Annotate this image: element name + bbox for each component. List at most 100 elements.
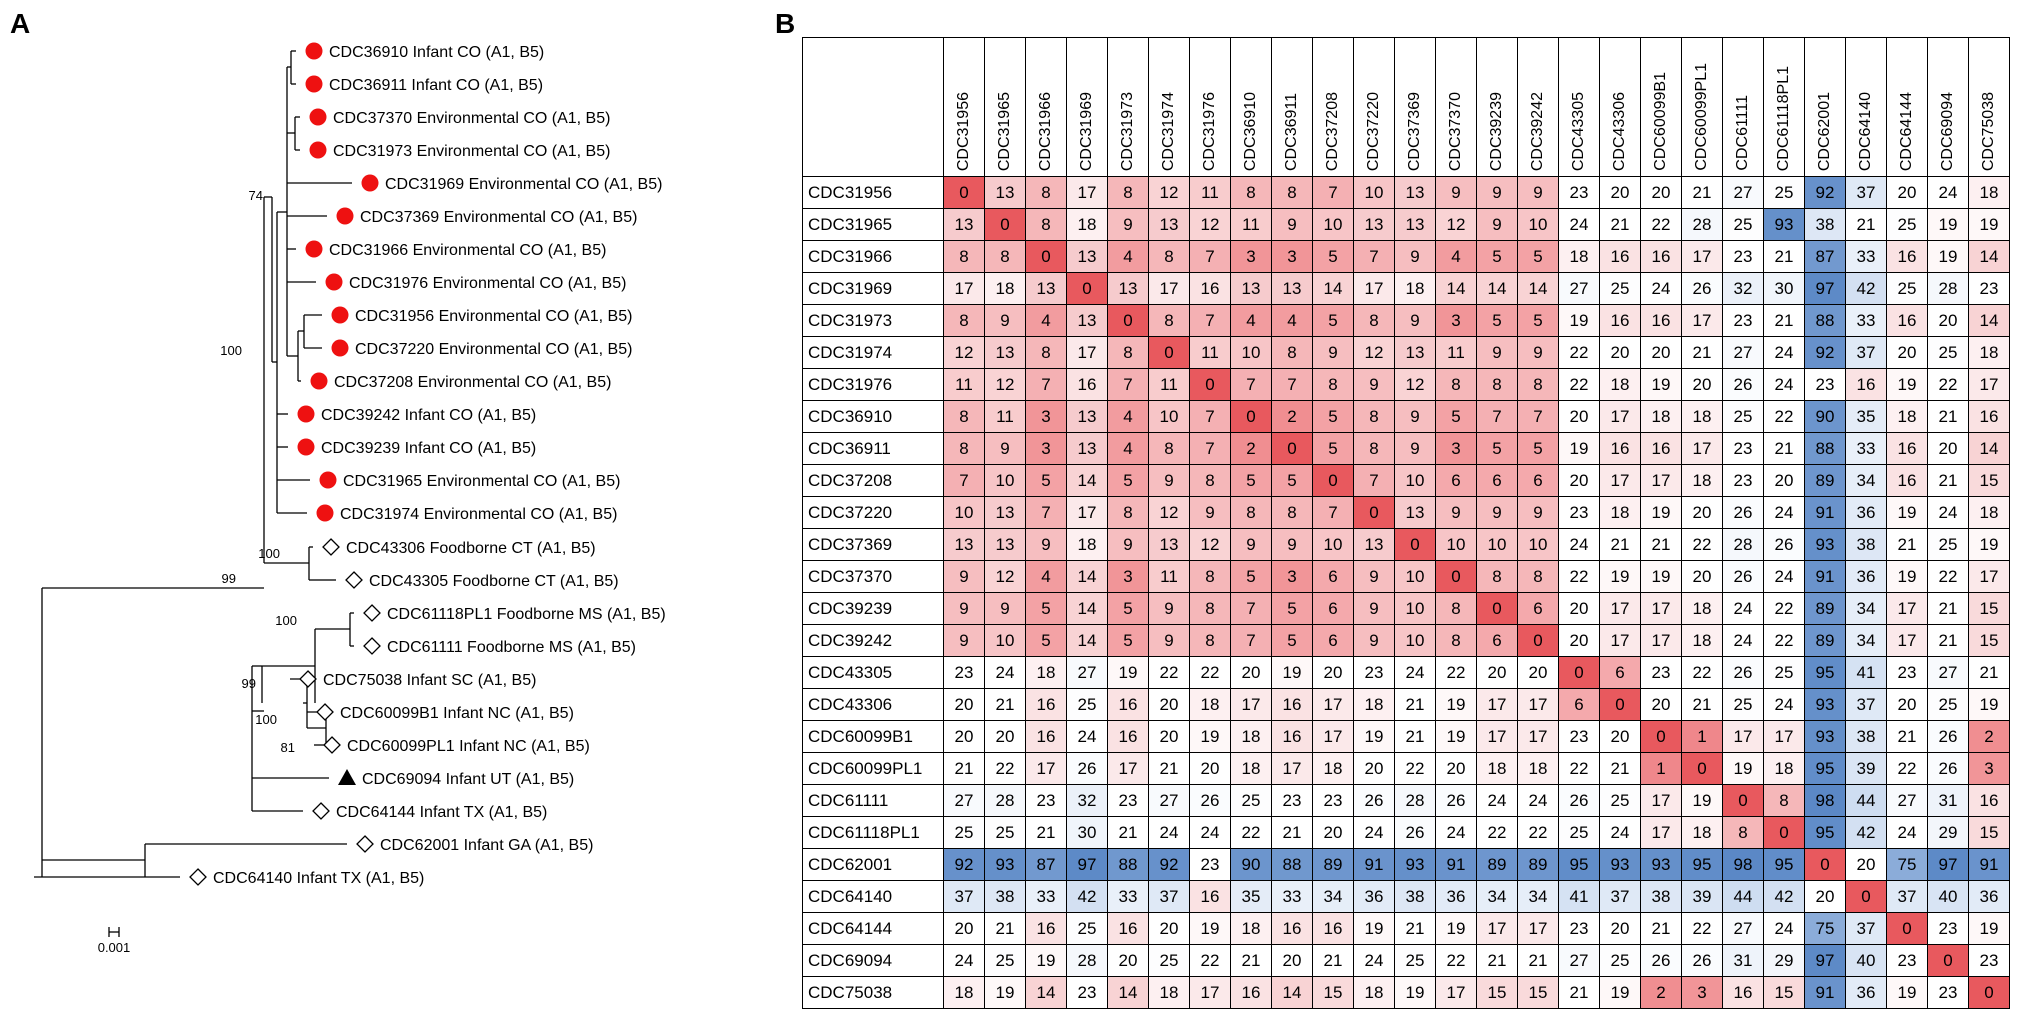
matrix-cell: 8: [1353, 432, 1395, 465]
matrix-cell: 23: [1886, 656, 1928, 689]
matrix-cell: 10: [1435, 528, 1477, 561]
matrix-cell: 3: [1230, 240, 1272, 273]
matrix-cell: 16: [1025, 720, 1067, 753]
matrix-cell: 7: [1189, 432, 1231, 465]
matrix-cell: 2: [1271, 400, 1313, 433]
panel-b-label: B: [775, 8, 796, 39]
matrix-cell: 21: [1230, 944, 1272, 977]
matrix-cell: 5: [1271, 624, 1313, 657]
matrix-cell: 21: [1394, 688, 1436, 721]
matrix-cell: 24: [1394, 656, 1436, 689]
matrix-cell: 9: [1394, 400, 1436, 433]
matrix-cell: 22: [1681, 656, 1723, 689]
tip-label: CDC60099PL1 Infant NC (A1, B5): [347, 738, 590, 755]
matrix-cell: 23: [1968, 272, 2010, 305]
matrix-cell: 25: [1558, 816, 1600, 849]
matrix-cell: 37: [943, 880, 985, 913]
matrix-cell: 20: [1312, 816, 1354, 849]
matrix-cell: 20: [1886, 688, 1928, 721]
matrix-cell: 9: [1476, 336, 1518, 369]
matrix-cell: 17: [943, 272, 985, 305]
matrix-cell: 23: [1927, 912, 1969, 945]
matrix-cell: 10: [1394, 560, 1436, 593]
column-header: CDC43306: [1599, 37, 1641, 177]
matrix-cell: 0: [1312, 464, 1354, 497]
matrix-cell: 25: [1722, 208, 1764, 241]
matrix-cell: 20: [1148, 912, 1190, 945]
matrix-cell: 10: [984, 624, 1026, 657]
matrix-cell: 22: [1558, 560, 1600, 593]
matrix-cell: 25: [1927, 688, 1969, 721]
matrix-cell: 20: [1476, 656, 1518, 689]
matrix-cell: 16: [1886, 240, 1928, 273]
matrix-cell: 7: [1025, 368, 1067, 401]
matrix-cell: 29: [1763, 944, 1805, 977]
matrix-cell: 12: [1189, 208, 1231, 241]
matrix-cell: 17: [1517, 720, 1559, 753]
matrix-cell: 9: [1230, 528, 1272, 561]
matrix-cell: 20: [984, 720, 1026, 753]
matrix-cell: 20: [943, 688, 985, 721]
matrix-cell: 0: [1435, 560, 1477, 593]
matrix-cell: 95: [1558, 848, 1600, 881]
matrix-cell: 20: [1558, 400, 1600, 433]
matrix-cell: 14: [1025, 976, 1067, 1009]
matrix-cell: 18: [1886, 400, 1928, 433]
matrix-cell: 19: [1968, 208, 2010, 241]
matrix-cell: 18: [1230, 912, 1272, 945]
matrix-cell: 14: [1271, 976, 1313, 1009]
matrix-cell: 8: [1271, 496, 1313, 529]
matrix-cell: 8: [1107, 336, 1149, 369]
tip-label: CDC37208 Environmental CO (A1, B5): [334, 374, 611, 391]
matrix-cell: 9: [1476, 208, 1518, 241]
matrix-cell: 8: [1517, 560, 1559, 593]
matrix-cell: 0: [1968, 976, 2010, 1009]
matrix-cell: 31: [1722, 944, 1764, 977]
matrix-cell: 21: [1886, 528, 1928, 561]
matrix-cell: 32: [1066, 784, 1108, 817]
tip-label: CDC61111 Foodborne MS (A1, B5): [387, 639, 636, 656]
matrix-cell: 33: [1845, 304, 1887, 337]
row-header: CDC31956: [802, 176, 944, 209]
matrix-cell: 19: [1927, 208, 1969, 241]
matrix-cell: 8: [1763, 784, 1805, 817]
matrix-cell: 16: [1230, 976, 1272, 1009]
matrix-corner: [802, 37, 944, 177]
matrix-cell: 8: [1025, 208, 1067, 241]
matrix-cell: 16: [1722, 976, 1764, 1009]
matrix-cell: 5: [1312, 432, 1354, 465]
matrix-cell: 87: [1804, 240, 1846, 273]
matrix-cell: 16: [1886, 432, 1928, 465]
matrix-cell: 91: [1353, 848, 1395, 881]
matrix-cell: 5: [1435, 400, 1477, 433]
matrix-cell: 88: [1271, 848, 1313, 881]
matrix-cell: 17: [1640, 816, 1682, 849]
matrix-cell: 0: [1148, 336, 1190, 369]
matrix-cell: 16: [1640, 432, 1682, 465]
matrix-cell: 12: [1394, 368, 1436, 401]
matrix-cell: 7: [1517, 400, 1559, 433]
matrix-cell: 14: [1066, 560, 1108, 593]
matrix-cell: 8: [984, 240, 1026, 273]
matrix-cell: 9: [1107, 208, 1149, 241]
matrix-cell: 25: [1599, 784, 1641, 817]
matrix-cell: 22: [1517, 816, 1559, 849]
matrix-cell: 25: [1927, 528, 1969, 561]
matrix-cell: 23: [1558, 912, 1600, 945]
matrix-cell: 16: [1189, 272, 1231, 305]
matrix-cell: 7: [1107, 368, 1149, 401]
matrix-cell: 27: [943, 784, 985, 817]
matrix-cell: 16: [1025, 688, 1067, 721]
matrix-cell: 21: [1107, 816, 1149, 849]
matrix-cell: 3: [1435, 304, 1477, 337]
matrix-cell: 20: [1681, 368, 1723, 401]
row-header: CDC64140: [802, 880, 944, 913]
matrix-cell: 26: [1681, 944, 1723, 977]
snp-distance-heatmap: CDC31956 CDC31965 CDC31966 CDC31969 CDC31973…: [802, 37, 2010, 1009]
matrix-cell: 90: [1804, 400, 1846, 433]
matrix-cell: 75: [1804, 912, 1846, 945]
matrix-cell: 8: [943, 432, 985, 465]
matrix-cell: 4: [1107, 400, 1149, 433]
matrix-cell: 8: [1271, 176, 1313, 209]
matrix-cell: 19: [1558, 304, 1600, 337]
